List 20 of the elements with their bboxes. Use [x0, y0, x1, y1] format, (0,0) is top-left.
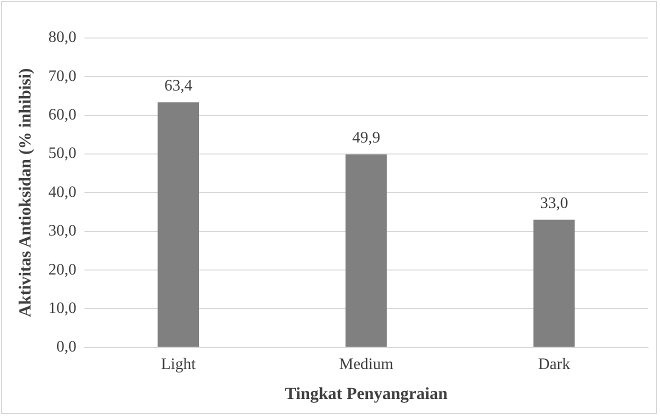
x-tick-label: Light — [160, 356, 196, 374]
x-tick-label: Dark — [538, 356, 570, 374]
y-tick-label: 80,0 — [48, 29, 76, 46]
y-tick-label: 30,0 — [48, 222, 76, 240]
y-axis-title: Aktivitas Antioksidan (% inhibisi) — [16, 68, 35, 318]
y-tick-label: 20,0 — [48, 261, 76, 278]
x-axis-title: Tingkat Penyangraian — [284, 384, 448, 404]
y-tick-label: 40,0 — [48, 184, 76, 201]
y-tick-label: 0,0 — [56, 338, 76, 356]
data-label: 63,4 — [164, 77, 192, 94]
y-tick-label: 70,0 — [48, 68, 76, 85]
data-label: 49,9 — [352, 130, 380, 147]
y-tick-label: 10,0 — [48, 300, 76, 317]
x-tick-label: Medium — [339, 356, 394, 374]
y-tick-label: 50,0 — [48, 145, 76, 162]
bar — [533, 220, 575, 347]
bar — [346, 154, 387, 347]
data-label: 33,0 — [540, 194, 568, 212]
bar — [158, 102, 199, 347]
y-tick-label: 60,0 — [48, 106, 76, 124]
